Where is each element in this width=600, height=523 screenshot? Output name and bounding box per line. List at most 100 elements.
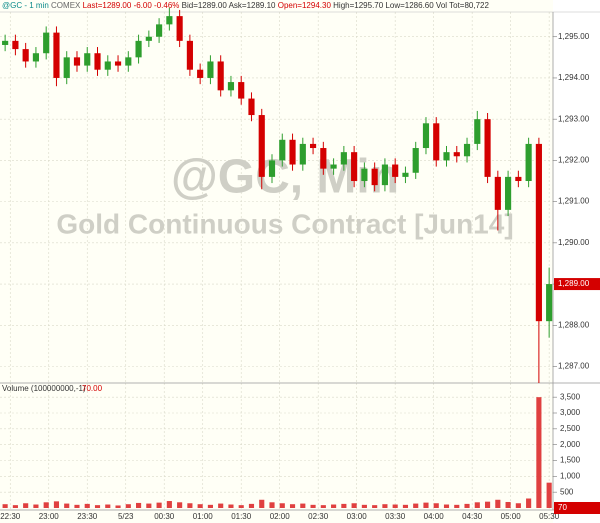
change: -6.00 [134, 1, 153, 10]
volume-bar [289, 504, 296, 508]
volume-bar [361, 504, 367, 508]
candle-body [248, 98, 255, 116]
x-tick-label: 00:30 [154, 512, 175, 521]
candle-body [320, 148, 327, 169]
volume-bar [351, 503, 357, 508]
high: High=1295.70 [333, 1, 384, 10]
volume-bar [23, 503, 29, 508]
volume-bar [372, 505, 378, 508]
volume-bar [474, 502, 480, 508]
volume-bar [136, 502, 142, 508]
candle-body [422, 123, 430, 149]
candle-body [412, 148, 419, 173]
y-tick-label: 1,000 [560, 471, 581, 480]
volume-bar [464, 503, 470, 508]
y-tick-label: 1,293.00 [558, 114, 590, 123]
x-tick-label: 02:00 [270, 512, 291, 521]
volume-bar [105, 504, 111, 508]
last-volume-tag [554, 502, 600, 514]
candle-body [474, 119, 481, 144]
candle-body [156, 24, 163, 37]
volume-bar [310, 504, 316, 508]
volume-bar [526, 498, 532, 508]
candle-body [279, 139, 286, 161]
volume-bar [2, 504, 8, 508]
candle-body [53, 32, 60, 78]
y-tick-label: 1,288.00 [558, 320, 590, 329]
y-tick-label: 1,295.00 [558, 32, 590, 41]
last-volume-label: 70 [558, 503, 567, 512]
watermark-name: Gold Continuous Contract [Jun14] [56, 208, 513, 239]
volume-bar [207, 504, 213, 508]
candle-body [43, 32, 50, 54]
candle-body [258, 115, 265, 177]
candle-body [505, 176, 512, 210]
candle-body [197, 69, 204, 78]
candle-body [525, 143, 532, 182]
y-tick-label: 3,000 [560, 408, 581, 417]
volume-bar [228, 504, 234, 508]
candle-body [135, 40, 142, 58]
candle-body [433, 123, 440, 161]
candle-body [392, 164, 399, 177]
volume-bar [218, 503, 224, 508]
x-tick-label: 04:30 [462, 512, 483, 521]
x-tick-label: 01:00 [193, 512, 214, 521]
y-tick-label: 3,500 [560, 392, 581, 401]
ask: Ask=1289.10 [229, 1, 276, 10]
open: Open=1294.30 [278, 1, 332, 10]
candle-body [340, 152, 347, 165]
candle-body [515, 176, 522, 182]
volume-bar [341, 503, 347, 508]
volume-bar [53, 501, 60, 508]
volume-bar [279, 503, 285, 508]
volume-bar [248, 503, 255, 508]
candle-body [443, 152, 450, 161]
x-tick-label: 04:00 [424, 512, 445, 521]
volume-bar [413, 503, 419, 508]
volume-bar [115, 505, 121, 508]
volume-bar [382, 504, 388, 508]
grid [0, 12, 553, 510]
last: Last=1289.00 [83, 1, 132, 10]
change-pct: -0.46% [154, 1, 179, 10]
candle-body [2, 40, 9, 45]
candle-body [207, 61, 214, 78]
candle-body [104, 61, 111, 70]
exchange: COMEX [51, 1, 81, 10]
volume-bar [94, 505, 101, 508]
symbol: @GC - 1 min [2, 1, 49, 10]
candle-body [453, 152, 460, 157]
candle-body [299, 143, 306, 165]
volume-bar [64, 503, 70, 508]
candle-body [351, 152, 358, 182]
candle-body [402, 172, 409, 177]
volume-bar [166, 501, 172, 508]
volume-bar [454, 504, 460, 508]
volume-bar [12, 505, 18, 508]
candle-body [484, 119, 491, 177]
volume-bar [402, 504, 409, 508]
candle-body [94, 53, 101, 70]
volume-bar [536, 397, 542, 508]
x-tick-label: 5/23 [118, 512, 134, 521]
volume-bar [125, 504, 131, 508]
volume-bar [156, 502, 162, 508]
candle-body [166, 16, 173, 25]
candle-body [114, 61, 122, 66]
volume-bar [146, 503, 152, 508]
x-tick-label: 22:30 [0, 512, 21, 521]
candle-body [238, 82, 245, 99]
x-tick-label: 05:30 [539, 512, 560, 521]
volume-bar [74, 504, 80, 508]
candle-body [463, 143, 471, 157]
y-tick-label: 1,294.00 [558, 73, 590, 82]
y-tick-label: 2,000 [560, 440, 581, 449]
volume-bar [331, 504, 337, 508]
volume-bar [320, 505, 326, 508]
last-price-tag [554, 278, 600, 291]
x-tick-label: 03:00 [347, 512, 368, 521]
x-tick-label: 23:00 [39, 512, 60, 521]
